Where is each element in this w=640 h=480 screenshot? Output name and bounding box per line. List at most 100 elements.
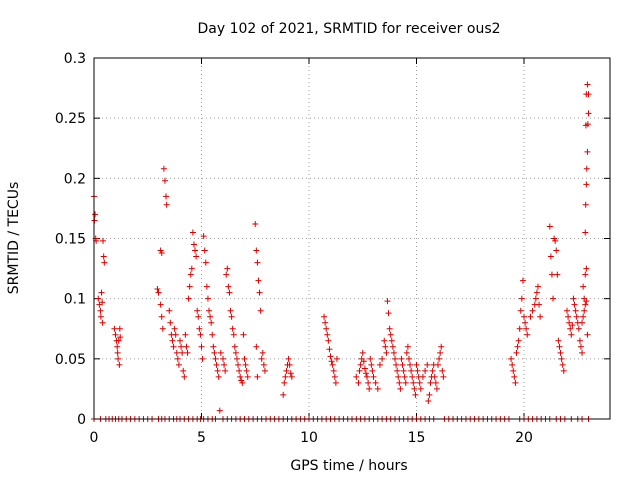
y-axis-label: SRMTID / TECUs	[6, 182, 22, 295]
data-point	[366, 385, 373, 392]
data-point	[569, 322, 576, 329]
data-point	[166, 307, 173, 314]
data-point	[576, 337, 583, 344]
data-point	[564, 307, 570, 314]
data-point	[413, 361, 420, 368]
data-point	[372, 379, 379, 386]
data-point	[514, 343, 521, 350]
data-point	[403, 349, 410, 356]
data-point	[330, 367, 337, 374]
data-point	[584, 81, 591, 88]
data-point	[367, 355, 374, 362]
data-point	[398, 355, 405, 362]
data-point	[196, 325, 203, 332]
y-tick-label: 0.05	[55, 352, 86, 368]
data-point	[327, 353, 334, 360]
data-point	[582, 301, 589, 308]
data-point	[255, 277, 262, 284]
data-point	[192, 247, 199, 254]
data-point	[356, 367, 363, 374]
data-point	[227, 307, 234, 314]
data-point	[362, 370, 369, 377]
data-point	[208, 319, 215, 326]
data-point	[393, 361, 400, 368]
data-point	[171, 325, 178, 332]
data-point	[189, 229, 196, 236]
data-point	[529, 307, 536, 314]
data-point	[408, 367, 415, 374]
data-point	[173, 349, 180, 356]
data-point	[226, 289, 233, 296]
data-point	[332, 379, 339, 386]
data-point	[524, 331, 531, 338]
data-point	[233, 355, 240, 362]
data-point	[322, 319, 329, 326]
data-point	[583, 298, 590, 305]
data-point	[431, 373, 438, 380]
data-point	[217, 349, 224, 356]
data-point	[368, 361, 375, 368]
data-point	[203, 283, 210, 290]
data-point	[331, 373, 338, 380]
data-point	[202, 259, 209, 266]
data-point	[286, 361, 293, 368]
data-point	[573, 313, 580, 320]
data-point	[512, 379, 519, 386]
data-point	[518, 295, 525, 302]
data-point	[426, 391, 433, 398]
data-point	[370, 373, 377, 380]
data-point	[374, 385, 381, 392]
data-point	[417, 385, 424, 392]
data-point	[583, 265, 590, 272]
data-point	[259, 349, 266, 356]
y-tick-label: 0.3	[64, 51, 86, 67]
data-point	[213, 361, 220, 368]
data-point	[376, 361, 383, 368]
data-point	[579, 319, 586, 326]
data-point	[254, 259, 261, 266]
data-point	[438, 343, 445, 350]
data-point	[178, 343, 185, 350]
data-point	[328, 358, 335, 365]
data-point	[253, 247, 260, 254]
data-point	[554, 271, 561, 278]
data-point	[198, 343, 205, 350]
data-point	[252, 221, 259, 228]
data-point	[546, 223, 553, 230]
data-point	[329, 361, 336, 368]
data-point	[157, 301, 164, 308]
data-point	[163, 201, 170, 208]
data-point	[555, 337, 562, 344]
data-point	[427, 379, 434, 386]
x-tick-label: 15	[408, 430, 426, 446]
y-tick-label: 0.2	[64, 171, 86, 187]
data-point	[236, 367, 243, 374]
data-point	[412, 391, 419, 398]
data-point	[194, 307, 201, 314]
data-point	[405, 355, 412, 362]
data-point	[222, 367, 229, 374]
data-point	[237, 373, 244, 380]
data-point	[522, 319, 529, 326]
x-tick-label: 0	[90, 430, 99, 446]
data-point	[239, 379, 246, 386]
data-point	[571, 301, 578, 308]
data-point	[583, 181, 590, 188]
data-point	[585, 110, 592, 117]
data-point	[582, 122, 589, 129]
data-point	[170, 343, 177, 350]
data-point	[511, 373, 518, 380]
data-point	[402, 379, 409, 386]
data-point	[558, 355, 565, 362]
data-point	[254, 373, 261, 380]
data-point	[197, 331, 204, 338]
data-point	[379, 355, 386, 362]
data-point	[582, 229, 589, 236]
data-point	[436, 355, 443, 362]
data-point	[111, 325, 118, 332]
data-point	[517, 307, 524, 314]
data-point	[534, 283, 541, 290]
data-point	[584, 331, 591, 338]
data-point	[407, 361, 414, 368]
